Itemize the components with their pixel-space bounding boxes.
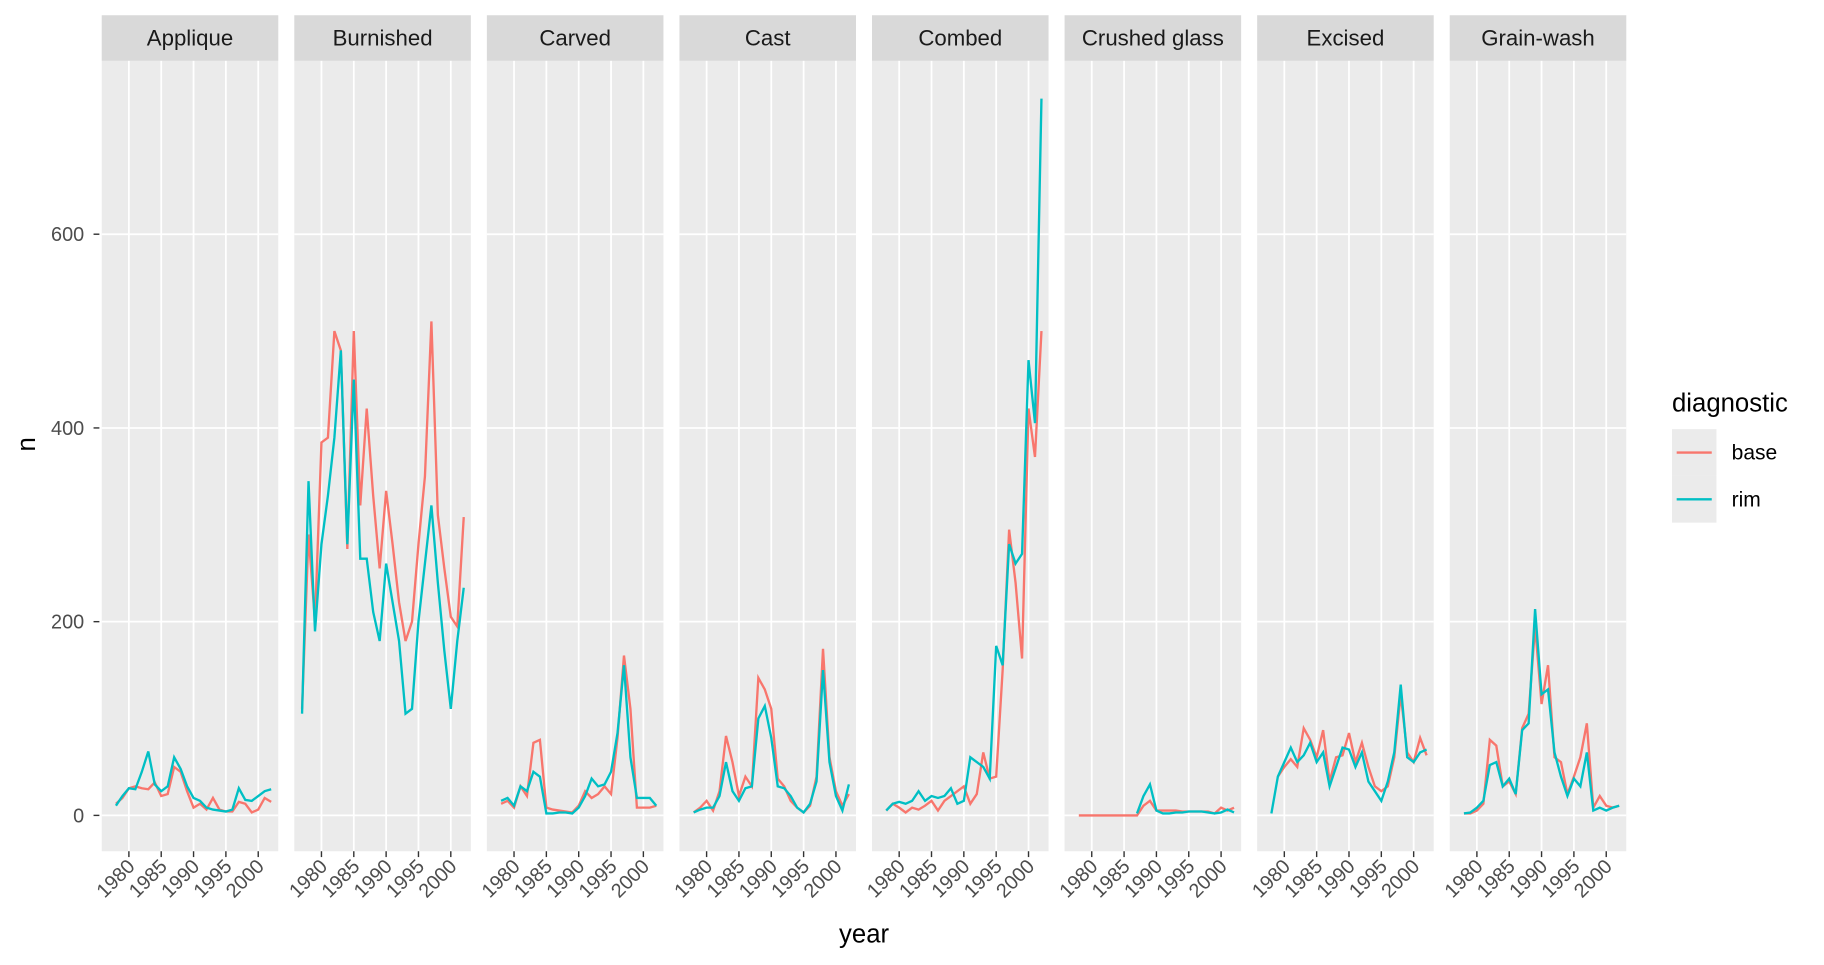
strip-label: Excised	[1307, 26, 1385, 51]
series-line	[1463, 608, 1620, 815]
legend-label: base	[1732, 442, 1778, 465]
legend-title: diagnostic	[1672, 390, 1788, 418]
x-tick-label: 2000	[607, 856, 654, 903]
strip-background	[1257, 15, 1434, 61]
series-line	[693, 670, 851, 815]
series-line	[114, 751, 272, 813]
strip-background	[1449, 15, 1627, 61]
series-line	[885, 98, 1043, 812]
x-tick-label: 2000	[1185, 856, 1232, 903]
y-tick-label: 200	[51, 612, 84, 634]
series-line	[1270, 684, 1428, 814]
series-line	[885, 331, 1043, 814]
strip-background	[294, 15, 471, 61]
x-tick-label: 2000	[1377, 856, 1424, 903]
panel-background	[1449, 60, 1627, 852]
x-tick-label: 2000	[1570, 856, 1617, 903]
series-line	[500, 665, 658, 815]
y-tick-label: 600	[51, 224, 84, 246]
x-tick-label: 2000	[992, 856, 1039, 903]
strip-label: Cast	[745, 26, 791, 51]
strip-background	[101, 15, 279, 61]
strip-background	[486, 15, 664, 61]
series-line	[300, 350, 465, 716]
x-tick-label: 2000	[222, 856, 269, 903]
strip-label: Combed	[918, 26, 1002, 51]
x-tick-label: 2000	[800, 856, 847, 903]
panel-background	[101, 60, 279, 852]
strip-label: Carved	[539, 26, 611, 51]
panel-background	[872, 60, 1049, 852]
strip-label: Crushed glass	[1082, 26, 1224, 51]
legend-label: rim	[1732, 488, 1761, 511]
series-line	[115, 764, 272, 814]
strip-background	[1064, 15, 1242, 61]
series-line	[1135, 781, 1235, 815]
x-tick-label: 2000	[415, 856, 462, 903]
x-axis-title: year	[839, 920, 889, 948]
strip-background	[872, 15, 1049, 61]
y-tick-label: 400	[51, 418, 84, 440]
panel-background	[486, 60, 664, 852]
panel-background	[294, 60, 471, 852]
y-tick-label: 0	[73, 805, 84, 827]
y-axis-title: n	[13, 437, 41, 451]
strip-label: Grain-wash	[1481, 26, 1595, 51]
panel-background	[1064, 60, 1242, 852]
strip-label: Applique	[147, 26, 233, 51]
series-line	[300, 321, 465, 709]
strip-label: Burnished	[333, 26, 433, 51]
strip-background	[679, 15, 856, 61]
